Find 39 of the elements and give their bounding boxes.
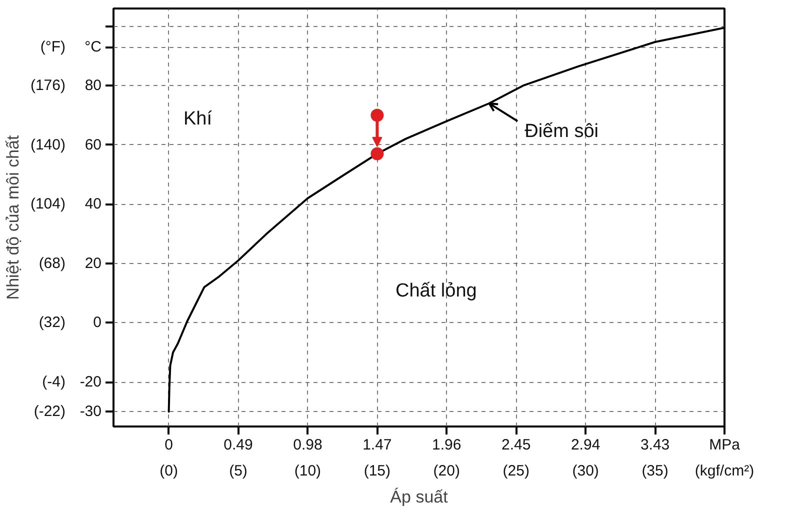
y2-tick-label: (-4): [42, 374, 66, 391]
y-tick-label: -20: [80, 374, 102, 391]
x2-tick-label: (35): [642, 462, 668, 480]
x-tick-label: 2.94: [570, 436, 600, 454]
y2-tick-label: (68): [38, 254, 66, 272]
x-axis-title: Áp suất: [390, 488, 448, 506]
annotation: Chất lỏng: [396, 280, 477, 302]
x-tick-label: 1.96: [432, 436, 462, 454]
x-tick-label: 0.98: [293, 436, 322, 454]
x-tick-label: 1.47: [362, 436, 392, 454]
y-tick-label: 80: [84, 77, 102, 94]
y2-axis-title: Nhiệt độ của môi chất: [3, 135, 22, 300]
x2-tick-label: (20): [433, 462, 460, 480]
y2-tick-label: (-22): [34, 403, 66, 420]
x-tick-label: 0: [164, 436, 173, 454]
x2-tick-label: (10): [294, 462, 322, 480]
y-tick-label: 20: [84, 254, 102, 272]
y-tick-label: °C: [84, 38, 102, 56]
x2-tick-label: (15): [364, 462, 391, 480]
x-tick-label: MPa: [709, 436, 741, 454]
x2-tick-label: (0): [160, 462, 178, 480]
x-tick-label: 3.43: [640, 436, 670, 454]
x2-tick-label: (kgf/cm²): [694, 462, 754, 480]
y2-tick-label: (176): [30, 77, 66, 94]
x-tick-label: 2.45: [502, 436, 531, 454]
y-tick-label: 0: [93, 314, 102, 332]
x-tick-label: 0.49: [224, 436, 253, 454]
x2-tick-label: (5): [229, 462, 248, 480]
annotation: Khí: [184, 108, 213, 130]
x2-tick-label: (30): [572, 462, 599, 480]
y2-tick-label: (°F): [40, 38, 66, 56]
y-tick-label: 60: [84, 136, 102, 154]
y2-tick-label: (104): [30, 196, 66, 213]
y-tick-label: 40: [84, 196, 102, 213]
y2-tick-label: (32): [38, 314, 66, 332]
annotation: Điếm sôi: [524, 121, 599, 142]
x2-tick-label: (25): [502, 462, 530, 480]
y-tick-label: -30: [80, 403, 102, 420]
y2-tick-label: (140): [30, 136, 66, 154]
